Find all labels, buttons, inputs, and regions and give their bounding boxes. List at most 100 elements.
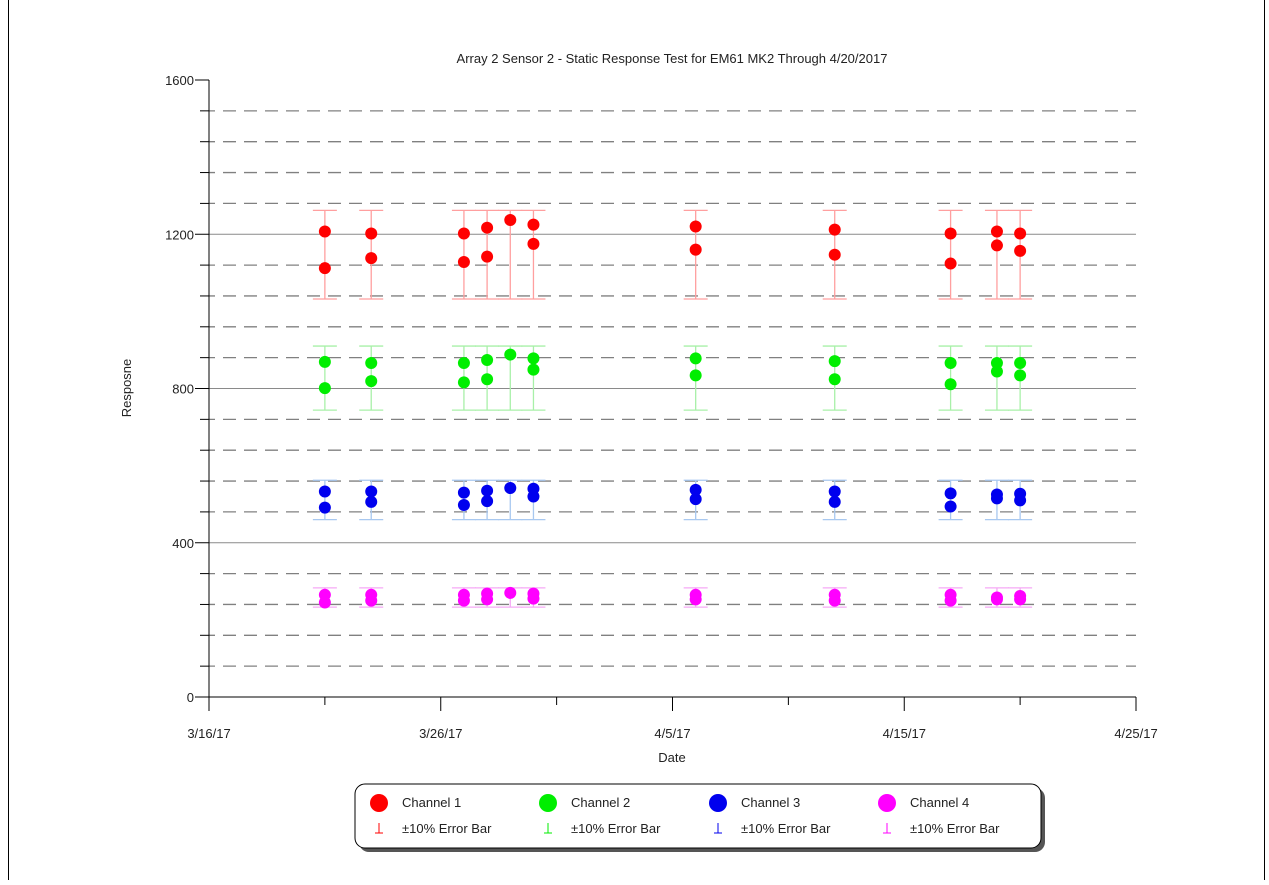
data-point-ch3 — [365, 485, 378, 498]
data-point-ch4 — [527, 592, 540, 605]
data-point-ch3 — [365, 495, 378, 508]
data-point-ch2 — [1014, 357, 1027, 370]
data-point-ch2 — [481, 373, 494, 386]
y-tick-label: 0 — [187, 690, 194, 705]
y-tick-label: 800 — [172, 382, 194, 397]
data-point-ch2 — [318, 382, 331, 395]
data-point-ch1 — [689, 220, 702, 233]
legend-errorbar-label-ch3: ±10% Error Bar — [741, 821, 831, 836]
data-point-ch4 — [481, 593, 494, 606]
data-point-ch2 — [457, 357, 470, 370]
legend-label-ch1: Channel 1 — [402, 795, 461, 810]
data-point-ch1 — [481, 250, 494, 263]
data-point-ch1 — [990, 239, 1003, 252]
data-point-ch1 — [1014, 244, 1027, 257]
data-point-ch3 — [504, 481, 517, 494]
legend-marker-ch2 — [539, 794, 557, 812]
data-point-ch1 — [318, 262, 331, 275]
data-point-ch3 — [481, 484, 494, 497]
data-point-ch3 — [828, 495, 841, 508]
data-point-ch4 — [365, 594, 378, 607]
legend-label-ch3: Channel 3 — [741, 795, 800, 810]
data-point-ch4 — [828, 594, 841, 607]
data-point-ch1 — [689, 243, 702, 256]
data-point-ch1 — [365, 227, 378, 240]
data-point-ch1 — [1014, 227, 1027, 240]
x-tick-label: 3/16/17 — [187, 726, 230, 741]
data-point-ch3 — [828, 485, 841, 498]
chart-title: Array 2 Sensor 2 - Static Response Test … — [457, 51, 888, 66]
data-point-ch1 — [527, 237, 540, 250]
x-axis-label: Date — [658, 750, 685, 765]
data-point-ch1 — [318, 225, 331, 238]
error-bars — [312, 209, 1033, 608]
data-point-ch3 — [318, 501, 331, 514]
data-point-ch2 — [944, 378, 957, 391]
data-point-ch3 — [527, 490, 540, 503]
data-point-ch4 — [1014, 593, 1027, 606]
legend-errorbar-label-ch4: ±10% Error Bar — [910, 821, 1000, 836]
data-point-ch1 — [527, 218, 540, 231]
data-point-ch3 — [689, 493, 702, 506]
data-point-ch2 — [481, 353, 494, 366]
data-point-ch4 — [689, 593, 702, 606]
legend-errorbar-label-ch1: ±10% Error Bar — [402, 821, 492, 836]
data-point-ch4 — [990, 593, 1003, 606]
data-point-ch3 — [457, 486, 470, 499]
axes: 0 400 800 1200 1600 3/16/17 3/26/17 4/5/17 4/15/… — [165, 73, 1158, 741]
grid-lines — [209, 110, 1136, 667]
y-tick-label: 400 — [172, 536, 194, 551]
data-point-ch2 — [944, 357, 957, 370]
data-point-ch1 — [828, 248, 841, 261]
data-point-ch2 — [365, 357, 378, 370]
legend-errorbar-label-ch2: ±10% Error Bar — [571, 821, 661, 836]
data-point-ch2 — [504, 348, 517, 361]
page-right-border — [1264, 0, 1265, 880]
data-point-ch1 — [457, 256, 470, 269]
data-point-ch2 — [689, 369, 702, 382]
data-point-ch2 — [457, 376, 470, 389]
data-point-ch2 — [527, 352, 540, 365]
data-point-ch3 — [1014, 494, 1027, 507]
data-point-ch4 — [318, 596, 331, 609]
data-point-ch3 — [689, 483, 702, 496]
data-point-ch2 — [689, 352, 702, 365]
data-points — [318, 213, 1027, 609]
y-axis-label: Resposne — [119, 359, 134, 418]
legend-marker-ch3 — [709, 794, 727, 812]
data-point-ch4 — [944, 594, 957, 607]
data-point-ch3 — [944, 487, 957, 500]
data-point-ch3 — [457, 498, 470, 511]
y-tick-label: 1200 — [165, 227, 194, 242]
legend: Channel 1 ±10% Error Bar Channel 2 ±10% Err… — [354, 783, 1045, 852]
x-tick-label: 4/15/17 — [883, 726, 926, 741]
x-tick-label: 4/25/17 — [1114, 726, 1157, 741]
data-point-ch1 — [828, 223, 841, 236]
data-point-ch1 — [365, 252, 378, 265]
data-point-ch4 — [504, 586, 517, 599]
legend-marker-ch1 — [370, 794, 388, 812]
data-point-ch2 — [1014, 369, 1027, 382]
legend-label-ch4: Channel 4 — [910, 795, 969, 810]
data-point-ch3 — [318, 485, 331, 498]
page-left-border — [8, 0, 9, 880]
data-point-ch1 — [990, 225, 1003, 238]
data-point-ch3 — [990, 492, 1003, 505]
data-point-ch2 — [527, 363, 540, 376]
data-point-ch2 — [828, 373, 841, 386]
legend-label-ch2: Channel 2 — [571, 795, 630, 810]
data-point-ch1 — [457, 227, 470, 240]
data-point-ch2 — [365, 375, 378, 388]
data-point-ch1 — [944, 257, 957, 270]
x-tick-label: 4/5/17 — [654, 726, 690, 741]
y-tick-label: 1600 — [165, 73, 194, 88]
data-point-ch2 — [828, 355, 841, 368]
data-point-ch2 — [990, 357, 1003, 370]
data-point-ch4 — [457, 594, 470, 607]
data-point-ch1 — [944, 227, 957, 240]
data-point-ch1 — [481, 221, 494, 234]
data-point-ch3 — [481, 495, 494, 508]
data-point-ch3 — [944, 500, 957, 513]
